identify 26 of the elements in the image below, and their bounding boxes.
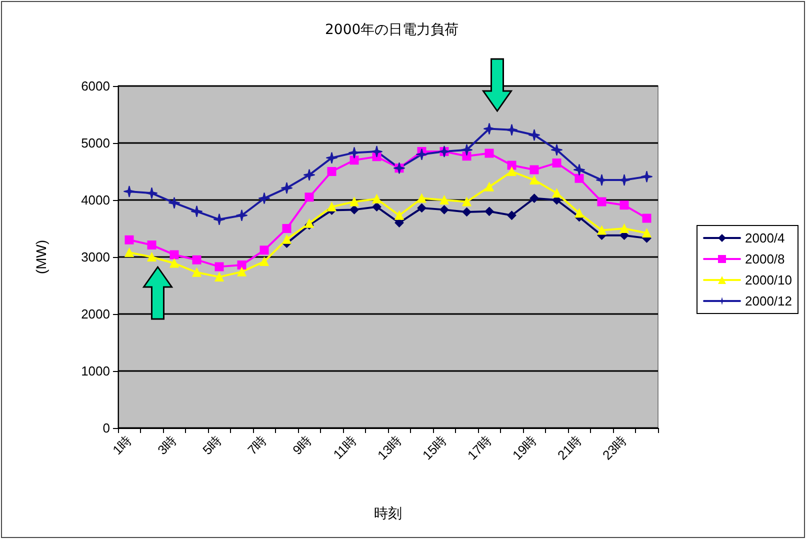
x-tick-label: 9時 (290, 432, 315, 458)
x-tick-label: 11時 (330, 432, 360, 462)
y-tick-label: 5000 (81, 136, 110, 150)
x-tick-label: 17時 (464, 432, 495, 463)
y-tick-label: 6000 (81, 78, 110, 94)
y-axis-title: (MW) (33, 240, 49, 274)
x-tick-label: 1時 (110, 432, 135, 458)
y-tick-label: 1000 (81, 364, 110, 378)
legend-label: 2000/12 (745, 294, 792, 308)
x-tick-label: 21時 (554, 432, 585, 463)
x-tick-label: 5時 (200, 432, 225, 458)
x-tick-label: 19時 (510, 432, 540, 463)
legend-label: 2000/10 (745, 272, 792, 288)
y-tick-label: 3000 (81, 250, 110, 264)
y-tick-label: 2000 (81, 306, 110, 322)
x-tick-label: 13時 (374, 432, 405, 463)
x-axis-title: 時刻 (374, 505, 402, 521)
x-tick-label: 15時 (420, 432, 450, 463)
legend-label: 2000/8 (745, 252, 785, 266)
x-tick-label: 23時 (600, 432, 630, 463)
x-tick-label: 3時 (154, 432, 180, 458)
x-tick-label: 7時 (244, 432, 270, 458)
legend-label: 2000/4 (745, 230, 785, 246)
y-tick-label: 0 (102, 420, 110, 436)
y-tick-label: 4000 (81, 192, 110, 208)
chart-title: 2000年の日電力負荷 (325, 22, 459, 38)
